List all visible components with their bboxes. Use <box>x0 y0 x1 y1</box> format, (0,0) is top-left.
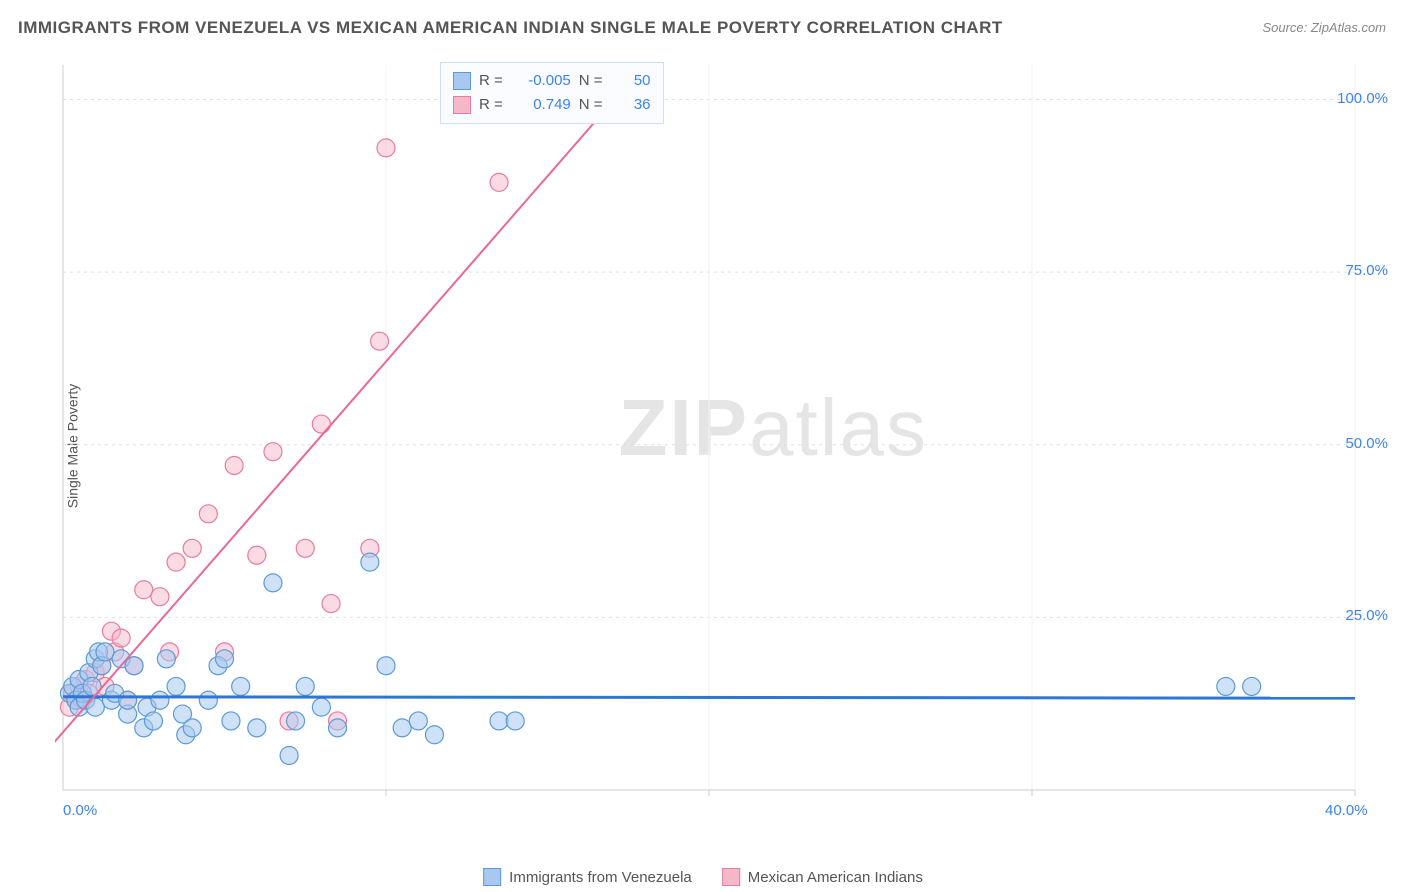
x-tick-label: 0.0% <box>63 802 97 819</box>
y-tick-label: 75.0% <box>1345 262 1388 279</box>
swatch-bottom-1 <box>483 868 501 886</box>
legend-row-1: R = -0.005 N = 50 <box>453 69 651 93</box>
chart-area <box>55 60 1375 830</box>
n-label: N = <box>579 93 603 117</box>
r-label: R = <box>479 69 503 93</box>
n-value-1: 50 <box>611 69 651 93</box>
legend-label-1: Immigrants from Venezuela <box>509 869 692 886</box>
swatch-series-2 <box>453 96 471 114</box>
y-tick-label: 50.0% <box>1345 435 1388 452</box>
legend-item-1: Immigrants from Venezuela <box>483 868 692 886</box>
y-tick-label: 100.0% <box>1337 90 1388 107</box>
correlation-legend: R = -0.005 N = 50 R = 0.749 N = 36 <box>440 62 664 124</box>
series-legend: Immigrants from Venezuela Mexican Americ… <box>483 868 923 886</box>
legend-row-2: R = 0.749 N = 36 <box>453 93 651 117</box>
scatter-plot <box>55 60 1375 830</box>
y-tick-label: 25.0% <box>1345 607 1388 624</box>
n-label: N = <box>579 69 603 93</box>
r-label: R = <box>479 93 503 117</box>
swatch-bottom-2 <box>722 868 740 886</box>
n-value-2: 36 <box>611 93 651 117</box>
r-value-2: 0.749 <box>511 93 571 117</box>
x-tick-label: 40.0% <box>1325 802 1368 819</box>
source-attribution: Source: ZipAtlas.com <box>1262 20 1386 35</box>
legend-label-2: Mexican American Indians <box>748 869 923 886</box>
swatch-series-1 <box>453 72 471 90</box>
r-value-1: -0.005 <box>511 69 571 93</box>
chart-title: IMMIGRANTS FROM VENEZUELA VS MEXICAN AME… <box>18 18 1003 38</box>
legend-item-2: Mexican American Indians <box>722 868 923 886</box>
